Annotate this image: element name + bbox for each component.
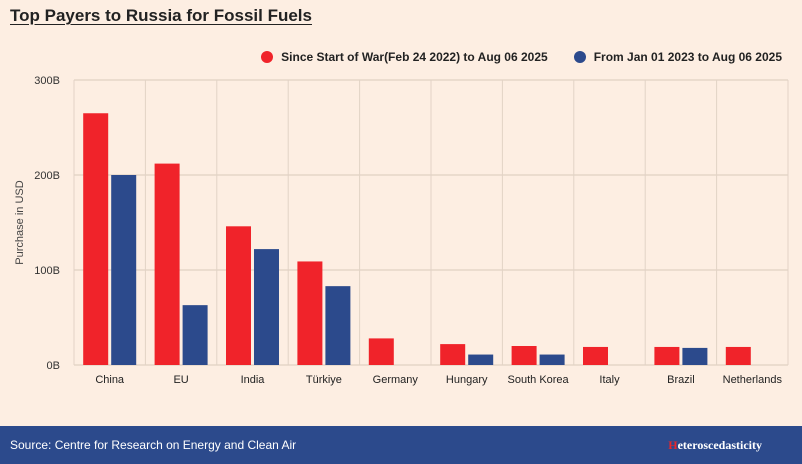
footer: Source: Centre for Research on Energy an…: [0, 426, 802, 464]
y-tick-label: 100B: [34, 265, 60, 277]
bar: [111, 175, 137, 365]
chart-title: Top Payers to Russia for Fossil Fuels: [10, 6, 312, 25]
bar: [325, 286, 351, 365]
bar: [182, 305, 208, 365]
bar: [254, 249, 279, 365]
x-tick-label: India: [241, 374, 266, 386]
bar: [654, 346, 680, 365]
bar: [511, 346, 537, 365]
legend-item-since-war: Since Start of War(Feb 24 2022) to Aug 0…: [261, 50, 548, 64]
bar: [725, 346, 751, 365]
x-tick-label: South Korea: [508, 374, 570, 386]
x-tick-label: China: [95, 374, 125, 386]
bar: [539, 354, 565, 365]
legend-label-from-2023: From Jan 01 2023 to Aug 06 2025: [593, 50, 782, 64]
bar: [468, 354, 494, 365]
bar: [682, 347, 708, 365]
x-tick-label: EU: [173, 374, 188, 386]
brand-logo: Heteroscedasticity: [668, 438, 762, 453]
bar-chart: 0B 100B 200B 300B China EU India Türkiye Germany…: [14, 75, 789, 386]
x-tick-label: Brazil: [667, 374, 695, 386]
brand-rest: eteroscedasticity: [677, 437, 762, 452]
x-tick-label: Netherlands: [723, 374, 783, 386]
bar: [368, 338, 394, 365]
legend-item-from-2023: From Jan 01 2023 to Aug 06 2025: [573, 50, 782, 64]
bar: [583, 346, 608, 365]
bar: [83, 113, 109, 365]
x-tick-label: Germany: [373, 374, 419, 386]
x-tick-label: Türkiye: [306, 374, 342, 386]
legend: Since Start of War(Feb 24 2022) to Aug 0…: [261, 50, 782, 64]
source-text: Source: Centre for Research on Energy an…: [10, 438, 297, 452]
bar: [440, 344, 466, 365]
bar: [226, 226, 251, 365]
y-axis-label: Purchase in USD: [14, 180, 26, 264]
y-tick-label: 300B: [34, 75, 60, 87]
x-tick-label: Hungary: [446, 374, 488, 386]
bar: [154, 163, 180, 365]
brand-initial: H: [668, 437, 678, 452]
legend-swatch-blue: [573, 51, 586, 63]
y-tick-label: 200B: [34, 170, 60, 182]
x-tick-label: Italy: [599, 374, 620, 386]
bar: [297, 261, 323, 365]
legend-swatch-red: [261, 51, 274, 63]
legend-label-since-war: Since Start of War(Feb 24 2022) to Aug 0…: [281, 50, 548, 64]
y-tick-label: 0B: [47, 360, 60, 372]
